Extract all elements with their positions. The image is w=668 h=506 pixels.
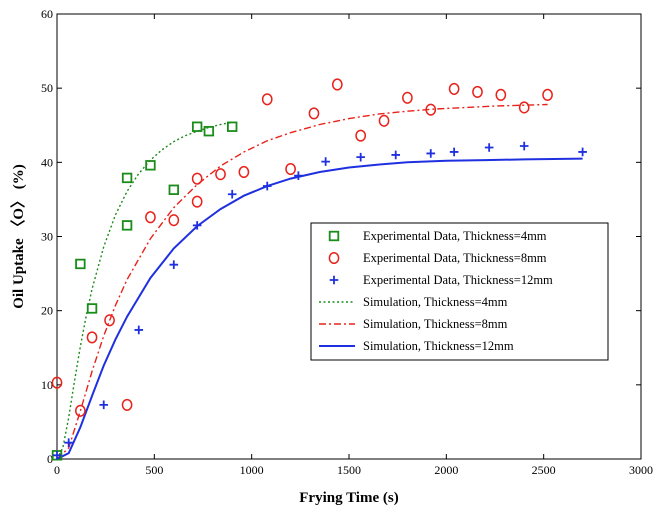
y-tick-label: 10 <box>41 378 53 392</box>
legend-label: Simulation, Thickness=4mm <box>363 295 508 309</box>
data-point <box>519 141 529 151</box>
data-point <box>578 147 587 157</box>
data-point <box>191 121 203 132</box>
data-point <box>285 162 296 176</box>
data-point <box>449 147 459 157</box>
data-point <box>261 93 273 106</box>
y-tick-label: 60 <box>41 7 53 21</box>
data-point <box>425 103 437 116</box>
data-point <box>134 325 144 335</box>
data-point <box>356 152 365 162</box>
data-point <box>226 121 238 132</box>
data-point <box>169 260 179 269</box>
y-axis-label: Oil Uptake 〈O〉 (%) <box>9 164 27 309</box>
x-tick-label: 3000 <box>629 463 653 477</box>
data-point <box>104 314 115 327</box>
y-tick-label: 0 <box>47 452 53 466</box>
data-point <box>51 376 63 389</box>
data-point <box>121 398 133 411</box>
legend-box <box>310 222 609 361</box>
data-point <box>75 258 86 270</box>
data-point <box>191 172 203 185</box>
data-point <box>145 160 156 171</box>
data-point <box>86 331 98 344</box>
data-point <box>145 211 156 224</box>
data-point <box>203 125 215 137</box>
data-point <box>215 168 226 181</box>
data-point <box>262 181 272 191</box>
legend-marker <box>329 275 339 285</box>
x-tick-label: 2500 <box>532 463 556 477</box>
y-tick-label: 30 <box>41 230 53 244</box>
legend-label: Simulation, Thickness=12mm <box>363 339 514 353</box>
data-point <box>121 220 133 231</box>
data-point <box>168 184 180 195</box>
x-tick-label: 1000 <box>240 463 264 477</box>
data-point <box>168 214 180 227</box>
data-point <box>52 450 62 460</box>
data-point <box>542 88 553 101</box>
data-point <box>86 303 98 314</box>
data-point <box>495 88 507 101</box>
legend: Experimental Data, Thickness=4mm Experime… <box>310 222 609 361</box>
x-tick-label: 500 <box>145 463 163 477</box>
data-point <box>484 143 494 152</box>
x-axis-label: Frying Time (s) <box>299 490 398 506</box>
legend-marker <box>328 251 340 265</box>
data-point <box>355 129 367 142</box>
y-tick-label: 20 <box>41 304 53 318</box>
data-point <box>448 82 460 95</box>
data-point <box>75 404 86 417</box>
data-point <box>426 149 436 158</box>
y-tick-label: 50 <box>41 81 53 95</box>
x-tick-label: 2000 <box>434 463 458 477</box>
x-tick-label: 1500 <box>337 463 361 477</box>
data-point <box>121 172 133 184</box>
legend-label: Experimental Data, Thickness=8mm <box>363 251 547 265</box>
axis-ticks: 0 500 1000 1500 2000 2500 3000 0 10 20 30 40 50 60 <box>41 7 653 477</box>
data-point <box>391 150 401 160</box>
legend-label: Experimental Data, Thickness=4mm <box>363 229 547 243</box>
data-point <box>191 195 203 208</box>
data-point <box>321 157 330 166</box>
data-point <box>378 114 390 127</box>
y-tick-label: 40 <box>41 155 53 169</box>
series-line <box>56 157 583 460</box>
legend-label: Simulation, Thickness=8mm <box>363 317 508 331</box>
legend-marker <box>328 230 340 242</box>
data-point <box>518 101 530 114</box>
data-point <box>308 107 320 120</box>
data-point <box>402 91 413 104</box>
data-point <box>331 78 343 91</box>
series-line <box>56 103 548 460</box>
data-point <box>238 165 250 179</box>
data-point <box>192 221 202 230</box>
data-point <box>99 400 109 410</box>
data-point <box>472 85 483 98</box>
data-point <box>64 438 73 447</box>
series-layer <box>51 78 587 461</box>
data-point <box>227 189 237 199</box>
legend-label: Experimental Data, Thickness=12mm <box>363 273 553 287</box>
x-tick-label: 0 <box>54 463 60 477</box>
data-point <box>294 171 303 180</box>
